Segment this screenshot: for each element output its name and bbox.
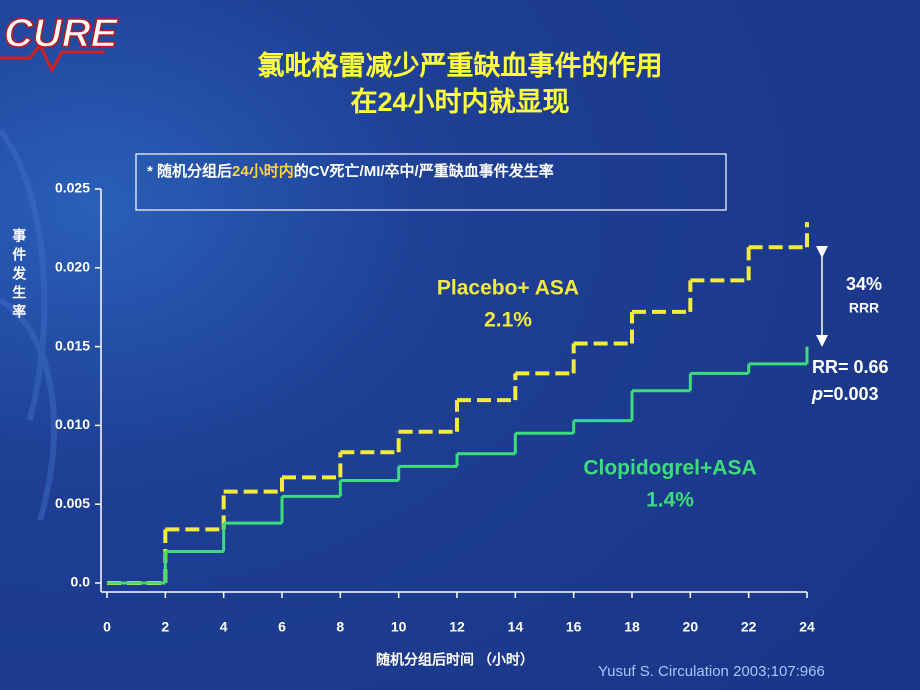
y-tick-label: 0.020 bbox=[55, 259, 90, 275]
note-text: * 随机分组后 bbox=[147, 162, 232, 180]
chart-title: 氯吡格雷减少严重缺血事件的作用 bbox=[258, 50, 663, 81]
y-tick-label: 0.025 bbox=[55, 180, 90, 196]
x-tick-label: 4 bbox=[220, 619, 228, 635]
y-tick-label: 0.010 bbox=[55, 416, 90, 432]
x-tick-label: 0 bbox=[103, 619, 111, 635]
x-tick-label: 24 bbox=[799, 619, 815, 635]
series-end-label: 2.1% bbox=[484, 309, 532, 332]
x-tick-label: 22 bbox=[741, 619, 757, 635]
y-tick-label: 0.015 bbox=[55, 337, 90, 353]
y-tick-label: 0.005 bbox=[55, 495, 90, 511]
citation: Yusuf S. Circulation 2003;107:966 bbox=[598, 663, 825, 680]
rrr-label: RRR bbox=[849, 300, 879, 316]
x-tick-label: 8 bbox=[336, 619, 344, 635]
logo: CURE bbox=[4, 12, 119, 56]
p-number: =0.003 bbox=[823, 384, 879, 404]
x-tick-label: 12 bbox=[449, 619, 465, 635]
note-text: 的CV死亡/MI/卒中/严重缺血事件发生率 bbox=[294, 162, 554, 180]
y-axis-label: 事件发生率 bbox=[11, 227, 27, 323]
series-end-label: 1.4% bbox=[646, 489, 694, 512]
x-tick-label: 14 bbox=[508, 619, 524, 635]
x-tick-label: 20 bbox=[683, 619, 699, 635]
x-tick-label: 16 bbox=[566, 619, 582, 635]
x-tick-label: 18 bbox=[624, 619, 640, 635]
p-value: p=0.003 bbox=[811, 384, 879, 404]
rrr-value: 34% bbox=[846, 274, 882, 294]
y-tick-label: 0.0 bbox=[71, 574, 91, 590]
note-box bbox=[135, 153, 727, 211]
x-tick-label: 2 bbox=[161, 619, 169, 635]
series-label: Clopidogrel+ASA bbox=[583, 457, 756, 480]
series-label: Placebo+ ASA bbox=[437, 277, 579, 300]
note: * 随机分组后24小时内的CV死亡/MI/卒中/严重缺血事件发生率 bbox=[147, 162, 554, 180]
p-symbol: p bbox=[811, 384, 823, 404]
logo-line bbox=[0, 42, 105, 74]
x-tick-label: 6 bbox=[278, 619, 286, 635]
x-axis-label: 随机分组后时间 （小时） bbox=[376, 652, 534, 668]
note-highlight: 24小时内 bbox=[232, 162, 294, 180]
rr: RR= 0.66 bbox=[812, 357, 889, 377]
x-tick-label: 10 bbox=[391, 619, 407, 635]
chart-title: 在24小时内就显现 bbox=[350, 87, 569, 117]
decoration bbox=[0, 128, 58, 521]
